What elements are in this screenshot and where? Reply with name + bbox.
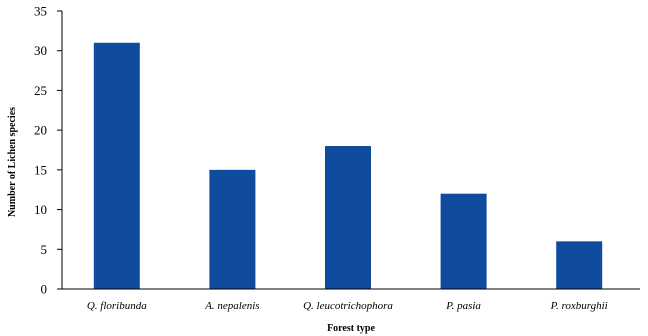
x-category-label: P. pasia	[445, 300, 481, 312]
bars-group	[93, 42, 603, 290]
y-tick-label: 20	[34, 123, 47, 138]
x-category-label: P. roxburghii	[550, 300, 608, 312]
x-category-label: Q. floribunda	[87, 300, 147, 312]
y-tick-label: 10	[34, 202, 47, 217]
bar	[556, 241, 603, 289]
bar	[209, 169, 256, 289]
y-tick-label: 0	[41, 282, 48, 297]
x-category-labels: Q. floribunda A. nepalenis Q. leucotrichop…	[87, 300, 608, 312]
y-tick-label: 30	[34, 43, 47, 58]
bar	[93, 42, 140, 290]
bar	[325, 146, 371, 289]
y-tick-label: 15	[34, 162, 47, 177]
y-ticks-group: 0 5 10 15 20 25 30 35	[34, 4, 62, 297]
y-tick-label: 5	[41, 242, 48, 257]
y-tick-label: 25	[34, 83, 47, 98]
x-axis-title: Forest type	[327, 323, 375, 334]
y-axis-title: Number of Lichen species	[7, 107, 18, 217]
x-category-label: Q. leucotrichophora	[303, 300, 393, 312]
bar	[440, 193, 487, 289]
y-tick-label: 35	[34, 4, 47, 19]
x-category-label: A. nepalenis	[204, 300, 259, 312]
